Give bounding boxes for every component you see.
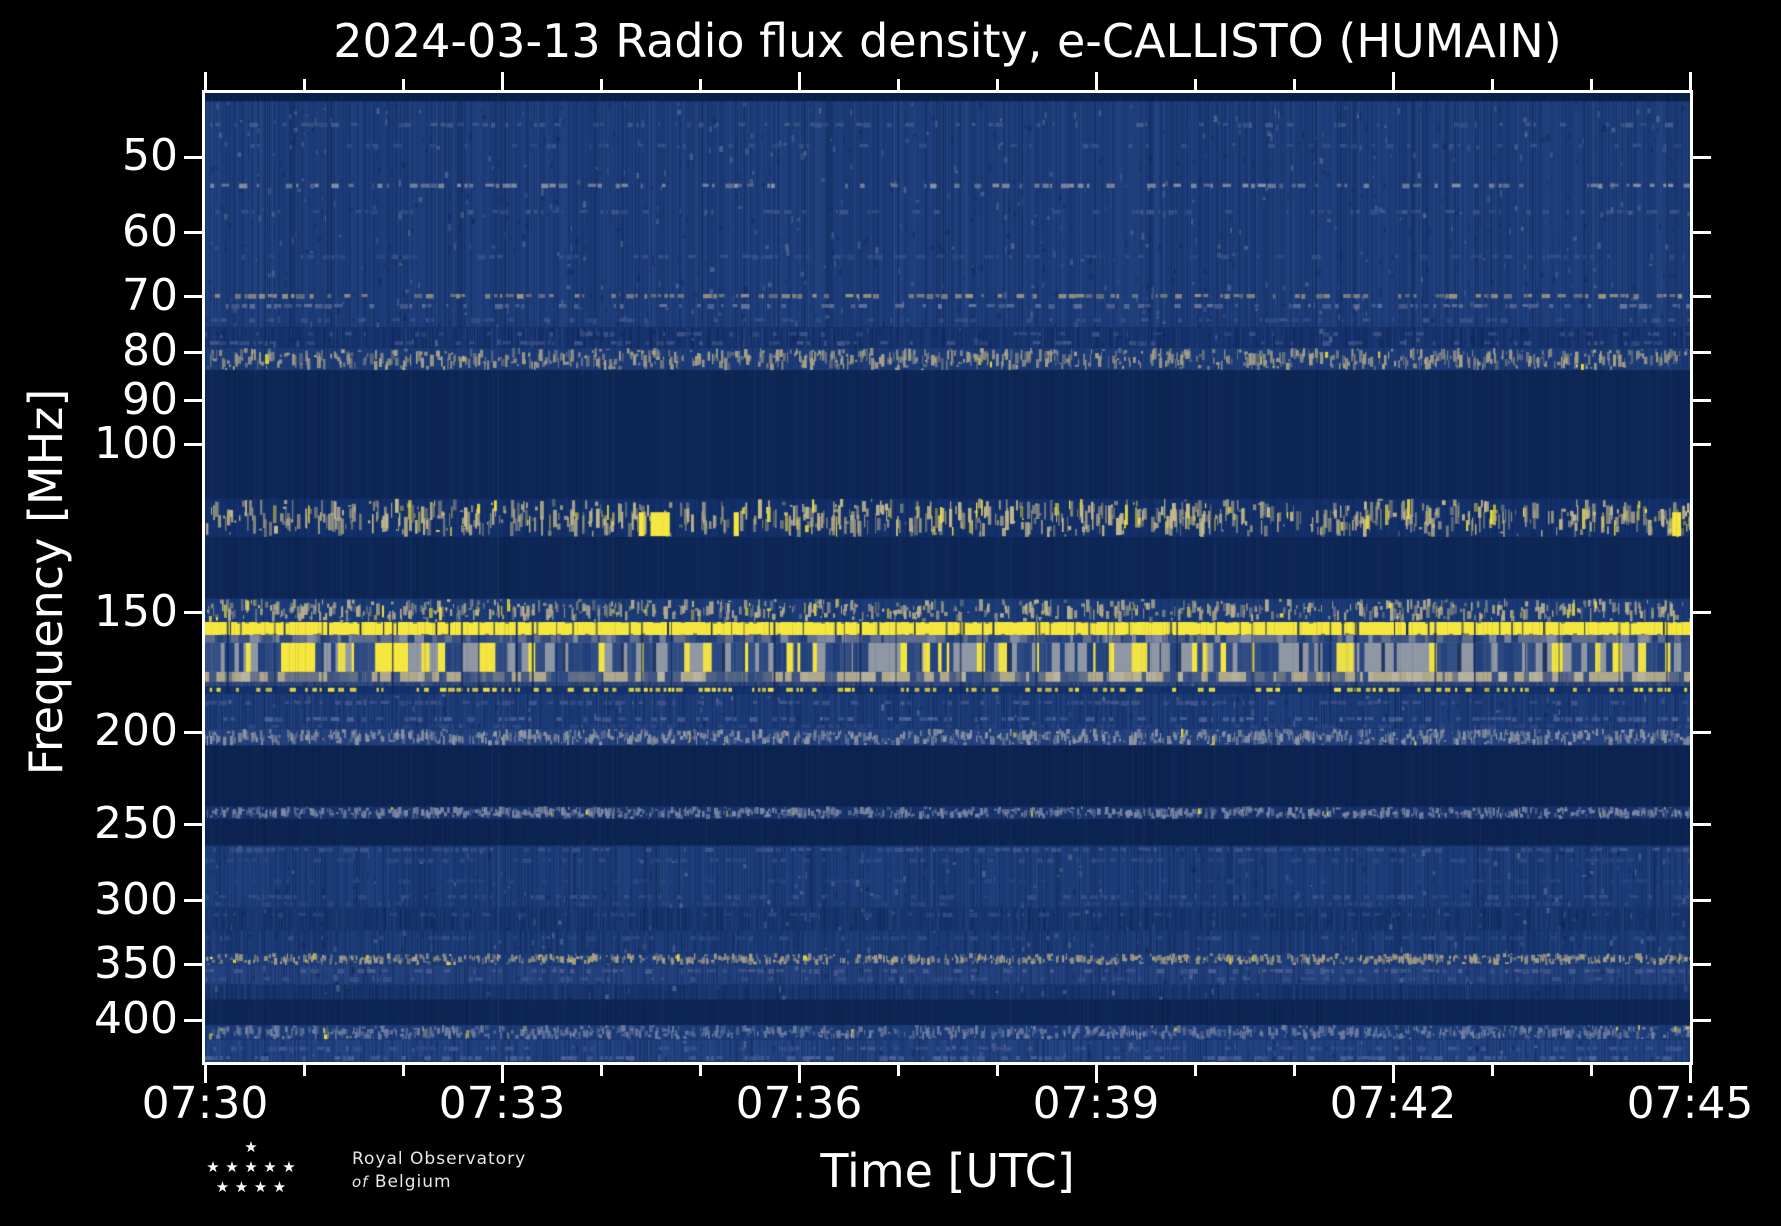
y-tick-label: 80 — [122, 325, 178, 377]
x-axis-title: Time [UTC] — [820, 1144, 1075, 1198]
x-minor-tick-top — [698, 79, 702, 90]
y-major-tick — [184, 963, 202, 967]
x-major-tick — [203, 1065, 207, 1083]
y-tick-label: 400 — [94, 993, 178, 1044]
logo-star-icon: ★ — [253, 1178, 268, 1196]
x-major-tick-top — [500, 72, 504, 90]
x-minor-tick — [302, 1065, 306, 1076]
x-minor-tick — [599, 1065, 603, 1076]
y-major-tick — [184, 730, 202, 734]
logo-star-icon: ★ — [234, 1178, 249, 1196]
logo-line1: Royal Observatory — [352, 1149, 527, 1169]
y-tick-label: 250 — [94, 797, 178, 849]
x-minor-tick — [1193, 1065, 1197, 1076]
y-major-tick-right — [1693, 295, 1711, 299]
y-tick-label: 150 — [94, 585, 178, 637]
x-major-tick-top — [1391, 72, 1395, 90]
x-minor-tick-top — [302, 79, 306, 90]
x-tick-label: 07:45 — [1626, 1078, 1754, 1129]
x-minor-tick-top — [1589, 79, 1593, 90]
y-major-tick — [184, 443, 202, 447]
chart-title: 2024-03-13 Radio flux density, e-CALLIST… — [333, 14, 1562, 68]
x-minor-tick — [1292, 1065, 1296, 1076]
y-tick-label: 300 — [94, 873, 178, 925]
y-major-tick — [184, 823, 202, 827]
y-axis-title: Frequency [MHz] — [19, 388, 73, 776]
logo-line2: of Belgium — [352, 1171, 526, 1194]
y-major-tick — [184, 611, 202, 615]
y-major-tick — [184, 155, 202, 159]
y-major-tick-right — [1693, 399, 1711, 403]
y-major-tick-right — [1693, 823, 1711, 827]
x-major-tick — [797, 1065, 801, 1083]
y-tick-label: 200 — [94, 705, 178, 757]
x-minor-tick-top — [1193, 79, 1197, 90]
y-tick-label: 100 — [94, 417, 178, 469]
logo-belgium: Belgium — [374, 1172, 452, 1192]
rob-logo-text: Royal Observatory of Belgium — [352, 1148, 526, 1194]
y-major-tick-right — [1693, 730, 1711, 734]
logo-star-icon: ★ — [272, 1178, 287, 1196]
x-major-tick-top — [1688, 72, 1692, 90]
y-major-tick-right — [1693, 611, 1711, 615]
x-major-tick — [1391, 1065, 1395, 1083]
x-minor-tick-top — [599, 79, 603, 90]
y-major-tick-right — [1693, 899, 1711, 903]
y-major-tick — [184, 231, 202, 235]
y-major-tick-right — [1693, 350, 1711, 354]
x-major-tick-top — [1094, 72, 1098, 90]
x-minor-tick — [896, 1065, 900, 1076]
y-major-tick — [184, 1018, 202, 1022]
x-tick-label: 07:36 — [735, 1078, 863, 1129]
x-minor-tick-top — [1490, 79, 1494, 90]
x-tick-label: 07:39 — [1032, 1078, 1160, 1129]
x-minor-tick-top — [995, 79, 999, 90]
y-tick-label: 70 — [122, 269, 178, 321]
y-major-tick-right — [1693, 1018, 1711, 1022]
logo-star-icon: ★ — [244, 1138, 258, 1156]
logo-of: of — [352, 1173, 369, 1191]
x-tick-label: 07:42 — [1329, 1078, 1457, 1129]
y-tick-label: 50 — [122, 130, 178, 182]
y-major-tick-right — [1693, 231, 1711, 235]
logo-star-icon: ★ — [244, 1158, 258, 1176]
logo-star-icon: ★ — [206, 1158, 220, 1176]
x-minor-tick — [1490, 1065, 1494, 1076]
x-minor-tick — [1589, 1065, 1593, 1076]
logo-star-icon: ★ — [225, 1158, 239, 1176]
y-tick-label: 90 — [122, 373, 178, 425]
x-minor-tick-top — [896, 79, 900, 90]
x-tick-label: 07:30 — [141, 1078, 269, 1129]
x-major-tick — [500, 1065, 504, 1083]
x-tick-label: 07:33 — [438, 1078, 566, 1129]
y-major-tick-right — [1693, 155, 1711, 159]
y-major-tick — [184, 899, 202, 903]
x-major-tick-top — [203, 72, 207, 90]
x-major-tick-top — [797, 72, 801, 90]
y-major-tick — [184, 350, 202, 354]
y-major-tick-right — [1693, 443, 1711, 447]
logo-star-icon: ★ — [215, 1178, 230, 1196]
y-major-tick — [184, 399, 202, 403]
x-minor-tick — [995, 1065, 999, 1076]
x-minor-tick-top — [401, 79, 405, 90]
spectrogram-canvas — [205, 93, 1690, 1062]
x-minor-tick — [401, 1065, 405, 1076]
x-major-tick — [1688, 1065, 1692, 1083]
logo-star-icon: ★ — [282, 1158, 296, 1176]
y-tick-label: 60 — [122, 205, 178, 257]
y-major-tick-right — [1693, 963, 1711, 967]
x-major-tick — [1094, 1065, 1098, 1083]
y-major-tick — [184, 295, 202, 299]
x-minor-tick — [698, 1065, 702, 1076]
logo-star-icon: ★ — [263, 1158, 277, 1176]
x-minor-tick-top — [1292, 79, 1296, 90]
y-tick-label: 350 — [94, 937, 178, 989]
